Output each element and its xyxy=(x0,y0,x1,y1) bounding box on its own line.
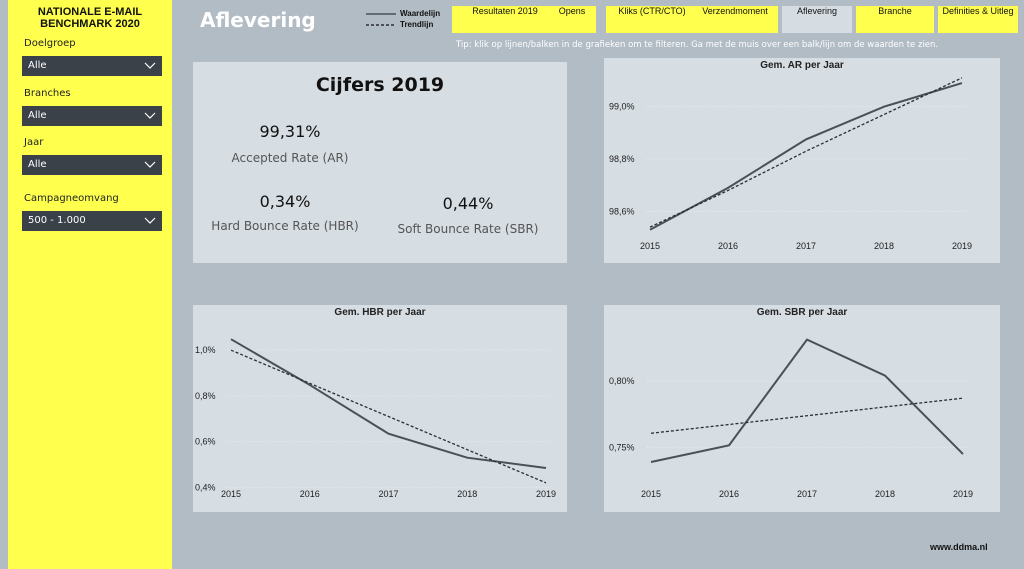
filter-value: Alle xyxy=(28,159,47,170)
filter-dropdown[interactable]: Alle xyxy=(22,155,162,175)
y-tick-label: 98,8% xyxy=(609,154,635,164)
legend-swatch xyxy=(366,24,396,26)
sidebar: NATIONALE E-MAIL BENCHMARK 2020 Doelgroe… xyxy=(8,0,172,569)
x-tick-label: 2018 xyxy=(874,241,894,251)
kpi-value: 0,34% xyxy=(259,192,311,211)
y-tick-label: 0,6% xyxy=(195,437,216,447)
legend-item: Waardelijn xyxy=(366,9,440,18)
filter-label: Campagneomvang xyxy=(24,193,119,204)
x-tick-label: 2016 xyxy=(719,489,739,499)
value-line xyxy=(649,82,963,231)
filter-value: Alle xyxy=(28,60,47,71)
x-tick-label: 2017 xyxy=(797,489,817,499)
kpi-label: Soft Bounce Rate (SBR) xyxy=(397,222,539,236)
trend-line xyxy=(230,349,547,484)
y-tick-label: 98,6% xyxy=(609,206,635,216)
x-tick-label: 2019 xyxy=(536,489,556,499)
legend-label: Trendlijn xyxy=(400,20,434,29)
x-tick-label: 2019 xyxy=(952,241,972,251)
line-chart[interactable]: Gem. SBR per Jaar 0,75% 0,80% 2015 2016 2017 2… xyxy=(604,305,1000,512)
x-tick-label: 2015 xyxy=(641,489,661,499)
legend-label: Waardelijn xyxy=(400,9,441,18)
filter-dropdown[interactable]: Alle xyxy=(22,56,162,76)
chevron-line xyxy=(144,161,156,168)
kpi-label: Hard Bounce Rate (HBR) xyxy=(211,219,359,233)
kpi-title: Cijfers 2019 xyxy=(315,74,445,96)
chevron-line xyxy=(144,217,156,224)
filter-value: 500 - 1.000 xyxy=(28,215,86,226)
x-tick-label: 2019 xyxy=(953,489,973,499)
footer-link[interactable]: www.ddma.nl xyxy=(930,542,988,552)
y-tick-label: 1,0% xyxy=(195,345,216,355)
x-tick-label: 2017 xyxy=(796,241,816,251)
value-line xyxy=(650,338,964,463)
chart-panel: Gem. HBR per Jaar 0,4% 0,6% 0,8% 1,0% 2015 201… xyxy=(193,305,567,512)
trend-line xyxy=(649,77,963,228)
filter-value: Alle xyxy=(28,110,47,121)
chevron xyxy=(144,62,156,69)
value-line xyxy=(230,338,547,469)
nav-tab[interactable]: Verzendmoment xyxy=(692,6,778,33)
x-tick-label: 2016 xyxy=(718,241,738,251)
chart-panel: Gem. SBR per Jaar 0,75% 0,80% 2015 2016 2017 2… xyxy=(604,305,1000,512)
nav-tab[interactable]: Definities & Uitleg xyxy=(938,6,1018,33)
x-tick-label: 2017 xyxy=(378,489,398,499)
nav-tab[interactable]: Branche xyxy=(856,6,934,33)
kpi-panel: Cijfers 2019 99,31% Accepted Rate (AR) 0,3… xyxy=(193,62,567,263)
x-tick-label: 2015 xyxy=(640,241,660,251)
chart-title: Gem. HBR per Jaar xyxy=(334,307,425,318)
tip: Tip: klik op lijnen/balken in de grafiek… xyxy=(456,40,939,50)
chevron xyxy=(144,161,156,168)
legend-swatch xyxy=(366,13,396,15)
filter-dropdown[interactable]: 500 - 1.000 xyxy=(22,211,162,231)
kpi-label: Accepted Rate (AR) xyxy=(231,151,349,165)
legend-item: Trendlijn xyxy=(366,20,433,29)
nav-tab[interactable]: Kliks (CTR/CTO) xyxy=(606,6,698,33)
x-tick-label: 2018 xyxy=(875,489,895,499)
sidebar-title: NATIONALE E-MAIL BENCHMARK 2020 xyxy=(37,6,143,30)
trend-line xyxy=(650,397,964,434)
x-tick-label: 2015 xyxy=(221,489,241,499)
line-chart[interactable]: Gem. AR per Jaar 98,6% 98,8% 99,0% 2015 2016 2… xyxy=(604,58,1000,263)
chevron xyxy=(144,112,156,119)
x-tick-label: 2018 xyxy=(457,489,477,499)
y-tick-label: 0,80% xyxy=(609,376,635,386)
nav-tab[interactable]: Resultaten 2019 xyxy=(452,6,558,33)
y-tick-label: 0,4% xyxy=(195,482,216,492)
chart-title: Gem. AR per Jaar xyxy=(760,60,844,71)
y-tick-label: 99,0% xyxy=(609,102,635,112)
chevron xyxy=(144,217,156,224)
chart-panel: Gem. AR per Jaar 98,6% 98,8% 99,0% 2015 2016 2… xyxy=(604,58,1000,263)
x-tick-label: 2016 xyxy=(300,489,320,499)
line-chart[interactable]: Gem. HBR per Jaar 0,4% 0,6% 0,8% 1,0% 2015 201… xyxy=(193,305,567,512)
chevron-line xyxy=(144,112,156,119)
nav-tab[interactable]: Aflevering xyxy=(782,6,852,33)
filter-label: Branches xyxy=(24,88,71,99)
y-tick-label: 0,75% xyxy=(609,442,635,452)
y-tick-label: 0,8% xyxy=(195,391,216,401)
page-title: Aflevering xyxy=(200,8,316,32)
filter-dropdown[interactable]: Alle xyxy=(22,106,162,126)
nav-tab[interactable]: Opens xyxy=(548,6,596,33)
filter-label: Doelgroep xyxy=(24,38,76,49)
chart-title: Gem. SBR per Jaar xyxy=(757,307,848,318)
filter-label: Jaar xyxy=(24,137,44,148)
kpi-value: 99,31% xyxy=(259,122,321,141)
chevron-line xyxy=(144,62,156,69)
kpi-value: 0,44% xyxy=(442,194,494,213)
